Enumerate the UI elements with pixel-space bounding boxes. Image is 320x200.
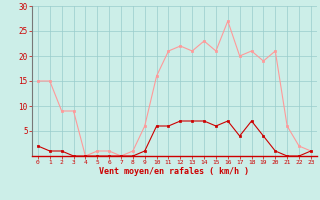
X-axis label: Vent moyen/en rafales ( km/h ): Vent moyen/en rafales ( km/h ) (100, 167, 249, 176)
